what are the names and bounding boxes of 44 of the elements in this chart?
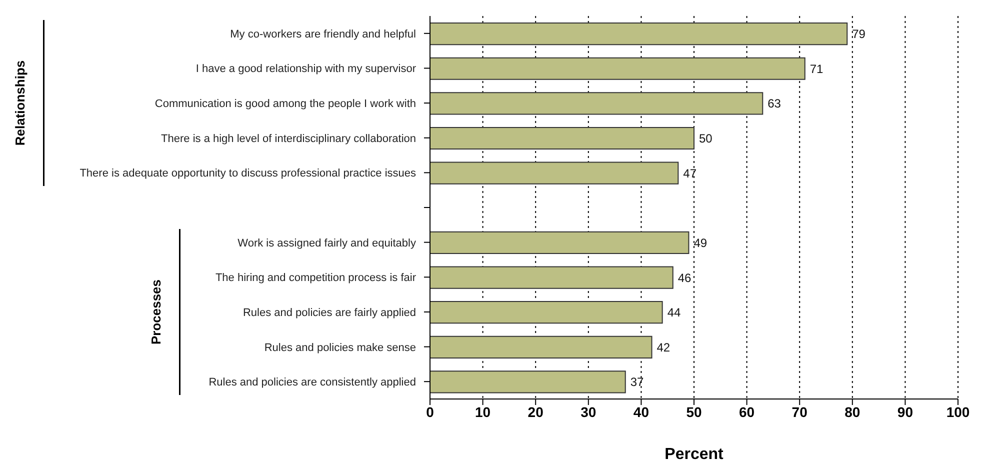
- y-tick-label: My co-workers are friendly and helpful: [230, 28, 416, 40]
- text: Processes: [148, 279, 164, 344]
- x-tick-label: 0: [426, 404, 434, 420]
- bar: [430, 336, 652, 358]
- x-tick-label: 10: [475, 404, 491, 420]
- y-tick-label: Communication is good among the people I work with: [154, 98, 416, 110]
- bar: [430, 92, 764, 115]
- bar: [430, 22, 848, 46]
- bar: [430, 57, 806, 80]
- x-tick-label: 100: [946, 404, 970, 420]
- bar: [430, 266, 674, 289]
- y-tick-label: Rules and policies make sense: [264, 342, 416, 354]
- data-label: 46: [678, 270, 692, 285]
- data-label: 47: [683, 166, 697, 180]
- x-tick-label: 20: [528, 404, 544, 420]
- x-tick-label: 80: [844, 404, 860, 420]
- data-label: 50: [699, 132, 713, 146]
- x-tick-label: 60: [739, 404, 755, 420]
- y-tick-label: Rules and policies are consistently applied: [208, 376, 416, 389]
- bar: [430, 162, 679, 184]
- y-tick-label: Rules and policies are fairly applied: [242, 306, 416, 319]
- x-tick-label: 40: [633, 404, 650, 420]
- x-tick-label: 30: [580, 404, 596, 420]
- bar: [430, 126, 694, 150]
- data-label: 79: [852, 27, 866, 42]
- bar: [430, 301, 663, 324]
- y-tick-label: The hiring and competition process is fair: [215, 272, 416, 284]
- data-label: 63: [768, 96, 782, 111]
- data-label: 37: [630, 375, 644, 390]
- text: Relationships: [12, 60, 28, 146]
- x-axis-title: Percent: [664, 446, 724, 463]
- x-tick-label: 70: [792, 404, 808, 420]
- y-tick-label: I have a good relationship with my supervisor: [196, 63, 416, 76]
- data-label: 42: [656, 340, 670, 354]
- data-label: 49: [694, 236, 708, 250]
- x-tick-label: 90: [897, 404, 914, 420]
- data-label: 71: [810, 62, 824, 76]
- data-label: 44: [667, 306, 681, 320]
- bar: [430, 231, 690, 254]
- y-tick-label: There is adequate opportunity to discuss professional practice issues: [80, 168, 416, 180]
- bar: [430, 370, 626, 394]
- y-tick-label: Work is assigned fairly and equitably: [238, 237, 416, 250]
- x-tick-label: 50: [686, 404, 702, 420]
- y-tick-label: There is a high level of interdisciplinary collaboration: [161, 132, 416, 145]
